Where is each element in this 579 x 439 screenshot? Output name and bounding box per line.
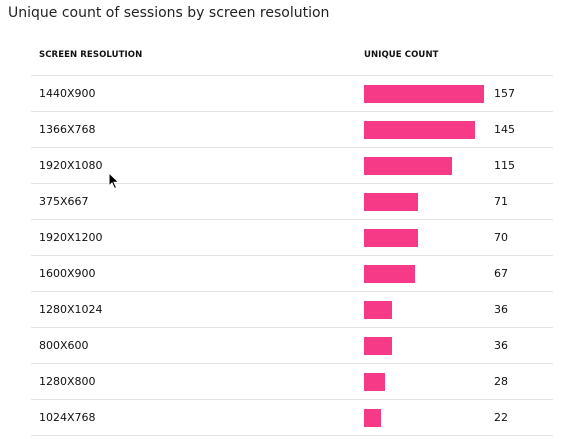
table-row[interactable]: 1440X900 157 xyxy=(31,76,553,112)
count-value: 67 xyxy=(494,267,508,280)
resolution-cell: 1920X1080 xyxy=(39,159,103,172)
count-bar xyxy=(364,337,392,355)
count-bar xyxy=(364,121,475,139)
table-row[interactable]: 800X600 36 xyxy=(31,328,553,364)
table-body: 1440X900 157 1366X768 145 1920X1080 115 375X66… xyxy=(31,76,553,436)
count-value: 71 xyxy=(494,195,508,208)
resolution-cell: 375X667 xyxy=(39,195,89,208)
resolution-cell: 1366X768 xyxy=(39,123,96,136)
resolution-cell: 1600X900 xyxy=(39,267,96,280)
count-value: 70 xyxy=(494,231,508,244)
resolution-cell: 1440X900 xyxy=(39,87,96,100)
table-row[interactable]: 1024X768 22 xyxy=(31,400,553,436)
resolution-cell: 800X600 xyxy=(39,339,89,352)
table-row[interactable]: 1280X800 28 xyxy=(31,364,553,400)
table-row[interactable]: 1366X768 145 xyxy=(31,112,553,148)
resolution-cell: 1280X800 xyxy=(39,375,96,388)
count-bar xyxy=(364,373,385,391)
table-header: SCREEN RESOLUTION UNIQUE COUNT xyxy=(31,40,553,76)
count-bar xyxy=(364,157,452,175)
column-header-resolution[interactable]: SCREEN RESOLUTION xyxy=(39,50,143,60)
table-row[interactable]: 1280X1024 36 xyxy=(31,292,553,328)
resolution-cell: 1024X768 xyxy=(39,411,96,424)
count-value: 145 xyxy=(494,123,515,136)
count-bar xyxy=(364,301,392,319)
count-bar xyxy=(364,409,381,427)
resolution-table: SCREEN RESOLUTION UNIQUE COUNT 1440X900 1… xyxy=(31,40,553,436)
table-row[interactable]: 1600X900 67 xyxy=(31,256,553,292)
count-value: 36 xyxy=(494,303,508,316)
column-header-count[interactable]: UNIQUE COUNT xyxy=(364,50,439,60)
count-bar xyxy=(364,193,418,211)
mouse-pointer-icon xyxy=(108,172,120,190)
count-bar xyxy=(364,265,415,283)
count-value: 22 xyxy=(494,411,508,424)
page-title: Unique count of sessions by screen resol… xyxy=(8,5,330,21)
count-value: 28 xyxy=(494,375,508,388)
count-bar xyxy=(364,229,418,247)
resolution-cell: 1920X1200 xyxy=(39,231,103,244)
table-row[interactable]: 375X667 71 xyxy=(31,184,553,220)
count-value: 36 xyxy=(494,339,508,352)
count-value: 157 xyxy=(494,87,515,100)
count-value: 115 xyxy=(494,159,515,172)
table-row[interactable]: 1920X1200 70 xyxy=(31,220,553,256)
table-row[interactable]: 1920X1080 115 xyxy=(31,148,553,184)
count-bar xyxy=(364,85,484,103)
resolution-cell: 1280X1024 xyxy=(39,303,103,316)
